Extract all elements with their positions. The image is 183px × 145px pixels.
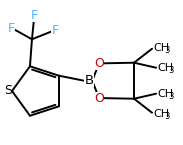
Text: F: F [51, 24, 59, 37]
Text: 3: 3 [168, 92, 173, 101]
Text: O: O [94, 57, 104, 70]
Text: F: F [7, 22, 14, 35]
Text: CH: CH [153, 43, 169, 53]
Text: 3: 3 [164, 46, 169, 55]
Text: 3: 3 [168, 66, 173, 75]
Text: CH: CH [157, 89, 173, 99]
Text: CH: CH [157, 63, 173, 73]
Text: B: B [85, 74, 94, 87]
Text: CH: CH [153, 109, 169, 119]
Text: F: F [30, 9, 38, 22]
Text: O: O [94, 91, 104, 105]
Text: 3: 3 [164, 112, 169, 121]
Text: S: S [4, 85, 12, 97]
